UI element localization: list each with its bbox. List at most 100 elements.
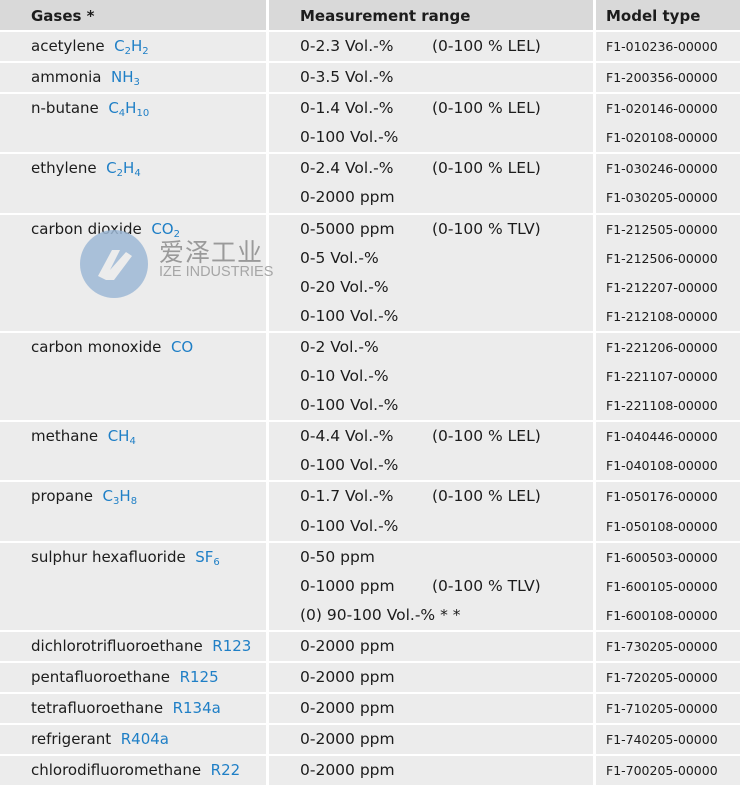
range-line: 0-1.7 Vol.-% (0-100 % LEL) <box>300 482 593 511</box>
gas-formula: SF6 <box>195 547 220 568</box>
measurement-range-cell: 0-2.4 Vol.-% (0-100 % LEL) 0-2000 ppm <box>266 154 593 213</box>
formula-subscript: 2 <box>173 228 180 240</box>
gas-name-line: methane CH4 <box>31 422 266 451</box>
measurement-range-cell: 0-1.7 Vol.-% (0-100 % LEL) 0-100 Vol.-% <box>266 482 593 541</box>
gas-cell: n-butane C4H10 <box>0 94 266 152</box>
gas-name: tetrafluoroethane <box>31 699 164 718</box>
range-line: 0-20 Vol.-% <box>300 273 593 302</box>
measurement-range-cell: 0-50 ppm 0-1000 ppm (0-100 % TLV) (0) 90-10… <box>266 542 593 630</box>
gas-name-line: acetylene C2H2 <box>31 32 266 61</box>
table-row: ammonia NH3 0-3.5 Vol.-% F1-200356-00000 <box>0 61 740 93</box>
model-type-cell: F1-010236-00000 <box>593 32 740 62</box>
range-line: 0-2000 ppm <box>300 725 593 754</box>
model-number: F1-212207-00000 <box>606 279 718 295</box>
measurement-range-cell: 0-2000 ppm <box>266 694 593 724</box>
model-number: F1-700205-00000 <box>606 763 718 779</box>
formula-text: H <box>130 37 143 55</box>
gas-name-line: carbon monoxide CO <box>31 333 266 362</box>
range-note: (0-100 % TLV) <box>432 576 541 595</box>
range-line: 0-10 Vol.-% <box>300 362 593 391</box>
formula-text: C <box>102 487 114 506</box>
gas-name: dichlorotrifluoroethane <box>31 636 203 655</box>
measurement-range-cell: 0-2000 ppm <box>266 662 593 693</box>
model-type-cell: F1-020146-00000 F1-020108-00000 <box>593 94 740 153</box>
gas-formula: CO2 <box>151 220 180 240</box>
range-value: 0-100 Vol.-% <box>300 516 399 535</box>
gas-formula: C2H4 <box>106 159 141 180</box>
range-value: 0-100 Vol.-% <box>300 128 399 147</box>
formula-text: H <box>119 487 131 506</box>
gas-cell: tetrafluoroethane R134a <box>0 694 266 723</box>
table-row: methane CH4 0-4.4 Vol.-% (0-100 % LEL) 0-10… <box>0 420 740 481</box>
gas-name-line: dichlorotrifluoroethane R123 <box>31 632 266 661</box>
table-row: chlorodifluoromethane R22 0-2000 ppm F1-70… <box>0 754 740 785</box>
table-row: acetylene C2H2 0-2.3 Vol.-% (0-100 % LEL) F… <box>0 30 740 62</box>
range-value: 0-2000 ppm <box>300 699 395 718</box>
formula-text: SF <box>195 547 214 566</box>
table-row: carbon dioxide CO2 0-5000 ppm (0-100 % TLV… <box>0 212 740 331</box>
range-value: 0-2.3 Vol.-% <box>300 37 394 55</box>
formula-text: CH <box>107 427 130 446</box>
range-line: 0-2 Vol.-% <box>300 333 593 362</box>
formula-subscript: 2 <box>116 168 124 180</box>
range-note: (0-100 % LEL) <box>432 427 541 446</box>
gas-name: sulphur hexafluoride <box>31 547 186 566</box>
range-value: 0-2000 ppm <box>300 636 395 655</box>
gas-formula: CO <box>171 338 193 356</box>
model-number: F1-040108-00000 <box>606 458 718 474</box>
model-number: F1-200356-00000 <box>606 70 718 86</box>
model-number: F1-020108-00000 <box>606 130 718 146</box>
range-value: 0-1.7 Vol.-% <box>300 487 394 506</box>
formula-text: R123 <box>212 636 252 655</box>
gas-formula: C2H2 <box>114 37 149 57</box>
range-value: 0-5000 ppm <box>300 219 395 238</box>
formula-subscript: 2 <box>124 46 131 57</box>
measurement-range-cell: 0-2.3 Vol.-% (0-100 % LEL) <box>266 32 593 62</box>
gas-cell: dichlorotrifluoroethane R123 <box>0 632 266 661</box>
model-number: F1-050176-00000 <box>606 489 718 505</box>
measurement-range-cell: 0-2000 ppm <box>266 725 593 755</box>
header-measurement-range: Measurement range <box>266 0 593 30</box>
gas-name: ammonia <box>31 68 102 87</box>
formula-text: C <box>108 99 119 118</box>
range-line: 0-100 Vol.-% <box>300 123 593 152</box>
range-line: (0) 90-100 Vol.-% * * <box>300 601 593 630</box>
range-line: 0-2000 ppm <box>300 663 593 692</box>
formula-text: CO <box>170 337 194 356</box>
gas-name-line: refrigerant R404a <box>31 725 266 754</box>
table-row: pentafluoroethane R125 0-2000 ppm F1-72020… <box>0 660 740 693</box>
model-type-cell: F1-050176-00000 F1-050108-00000 <box>593 482 740 541</box>
range-note: (0-100 % LEL) <box>432 99 541 118</box>
range-value: 0-2000 ppm <box>300 188 395 207</box>
gas-formula: C4H10 <box>108 99 150 120</box>
model-type-cell: F1-221206-00000 F1-221107-00000 F1-221108-… <box>593 332 740 421</box>
range-line: 0-5000 ppm (0-100 % TLV) <box>300 215 593 244</box>
formula-text: H <box>123 159 135 178</box>
range-value: 0-5 Vol.-% <box>300 248 379 267</box>
gas-name: n-butane <box>31 99 99 118</box>
gas-name-line: tetrafluoroethane R134a <box>31 694 266 723</box>
gas-name-line: ammonia NH3 <box>31 63 266 92</box>
model-type-cell: F1-600503-00000 F1-600105-00000 F1-600108-… <box>593 542 740 630</box>
range-note: (0-100 % TLV) <box>432 219 541 238</box>
range-line: 0-1.4 Vol.-% (0-100 % LEL) <box>300 94 593 123</box>
range-value: 0-100 Vol.-% <box>300 396 399 415</box>
model-number: F1-221108-00000 <box>606 398 718 414</box>
model-type-cell: F1-200356-00000 <box>593 63 740 93</box>
gas-formula: R134a <box>173 699 221 717</box>
gas-name-line: propane C3H8 <box>31 482 266 511</box>
gas-name-line: sulphur hexafluoride SF6 <box>31 543 266 572</box>
gas-name-line: n-butane C4H10 <box>31 94 266 123</box>
formula-subscript: 10 <box>136 108 150 120</box>
model-type-cell: F1-212505-00000 F1-212506-00000 F1-212207-… <box>593 214 740 331</box>
gas-name: acetylene <box>31 37 105 55</box>
gas-cell: ammonia NH3 <box>0 63 266 92</box>
gas-name-line: pentafluoroethane R125 <box>31 663 266 692</box>
range-line: 0-5 Vol.-% <box>300 244 593 273</box>
gas-name: chlorodifluoromethane <box>31 761 202 780</box>
model-number: F1-730205-00000 <box>606 638 718 654</box>
model-number: F1-040446-00000 <box>606 429 718 445</box>
range-note: (0-100 % LEL) <box>432 37 541 55</box>
range-value: 0-2 Vol.-% <box>300 337 379 356</box>
